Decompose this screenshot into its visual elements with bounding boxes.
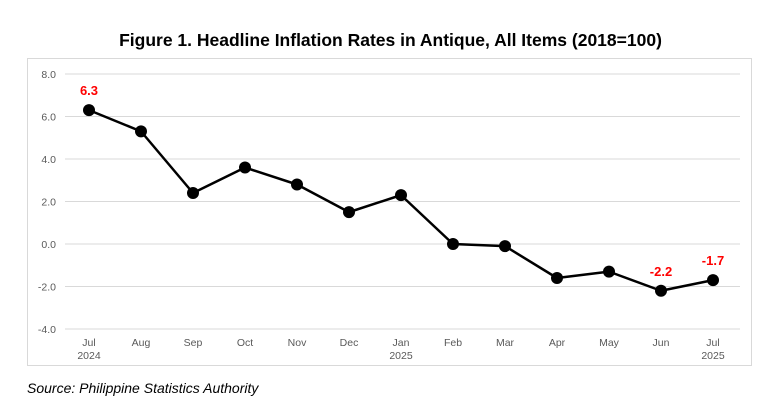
data-label: -2.2 <box>650 264 672 279</box>
x-tick-label: Apr <box>549 337 566 349</box>
data-point <box>135 125 147 138</box>
chart-title: Figure 1. Headline Inflation Rates in An… <box>119 30 662 50</box>
data-point <box>291 178 303 191</box>
data-point <box>187 187 199 199</box>
x-tick-year-label: 2025 <box>389 350 413 362</box>
data-point <box>655 284 667 297</box>
x-tick-label: Jan <box>393 337 410 349</box>
x-tick-label: Aug <box>132 337 151 349</box>
source-note: Source: Philippine Statistics Authority <box>27 380 259 396</box>
x-tick-label: Jul <box>706 337 719 349</box>
y-tick-label: 6.0 <box>41 112 56 124</box>
y-tick-label: -2.0 <box>38 282 56 294</box>
y-tick-label: -4.0 <box>38 324 56 336</box>
data-point <box>395 189 407 202</box>
x-tick-label: Nov <box>288 337 307 349</box>
y-tick-label: 0.0 <box>41 239 56 251</box>
x-tick-label: Oct <box>237 337 253 349</box>
x-tick-label: Dec <box>340 337 359 349</box>
chart-frame <box>27 58 752 366</box>
x-tick-label: Feb <box>444 337 462 349</box>
data-point <box>551 272 563 284</box>
data-point <box>707 274 719 287</box>
x-tick-label: Jun <box>653 337 670 349</box>
x-tick-label: May <box>599 337 620 349</box>
data-point <box>447 238 459 250</box>
data-label: -1.7 <box>702 253 724 268</box>
y-tick-label: 8.0 <box>41 69 56 81</box>
data-point <box>343 206 355 219</box>
x-tick-label: Sep <box>184 337 203 349</box>
x-tick-label: Mar <box>496 337 515 349</box>
data-point <box>603 265 615 278</box>
data-label: 6.3 <box>80 83 98 98</box>
data-point <box>499 240 511 253</box>
data-point <box>83 104 95 117</box>
x-tick-year-label: 2025 <box>701 350 725 362</box>
x-tick-year-label: 2024 <box>77 350 101 362</box>
y-tick-label: 4.0 <box>41 154 56 166</box>
data-point <box>239 161 251 174</box>
x-tick-label: Jul <box>82 337 95 349</box>
y-tick-label: 2.0 <box>41 197 56 209</box>
